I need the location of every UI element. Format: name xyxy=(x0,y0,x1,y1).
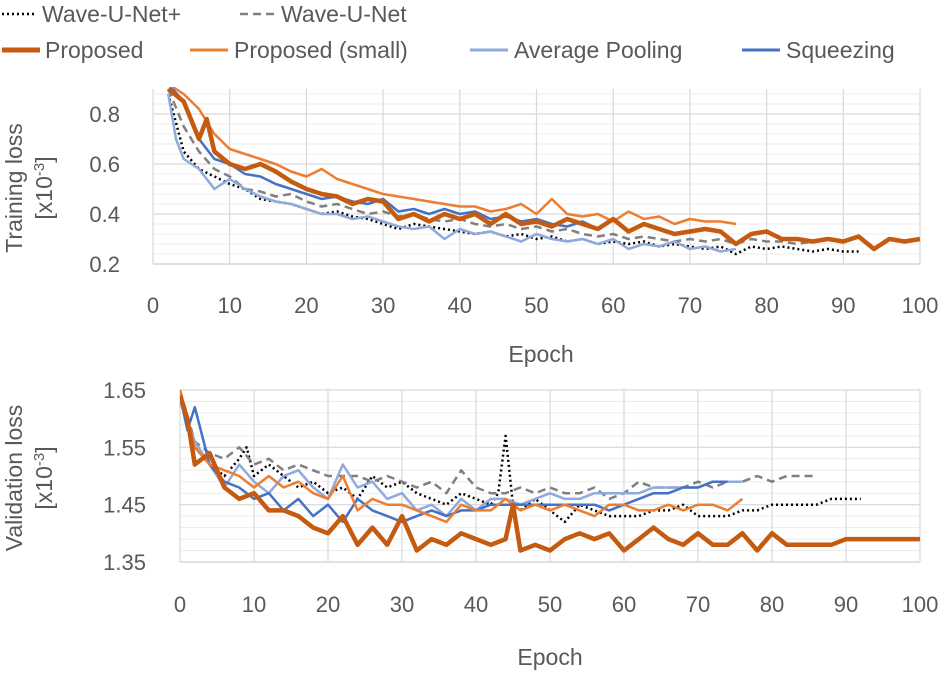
y-tick-label: 0.4 xyxy=(89,202,120,227)
series-line-squeezing xyxy=(169,87,599,231)
x-tick-label: 10 xyxy=(217,293,241,318)
x-tick-label: 90 xyxy=(834,592,858,617)
series-line-proposed xyxy=(166,87,921,252)
training-xlabel: Epoch xyxy=(508,341,573,367)
legend-label-wave-u-net: Wave-U-Net xyxy=(281,1,407,27)
x-tick-label: 80 xyxy=(754,293,778,318)
series-line-wave-u-net xyxy=(167,88,813,246)
legend-label-squeezing: Squeezing xyxy=(786,37,895,63)
validation-yunit: [x10-3] xyxy=(31,446,57,509)
y-tick-label: 1.45 xyxy=(103,493,146,518)
x-tick-label: 60 xyxy=(601,293,625,318)
series-line-proposed-small xyxy=(170,87,737,226)
x-tick-label: 30 xyxy=(371,293,395,318)
x-tick-label: 20 xyxy=(316,592,340,617)
y-tick-label: 1.65 xyxy=(103,378,146,403)
legend-label-average-pooling: Average Pooling xyxy=(514,37,682,63)
x-tick-label: 70 xyxy=(686,592,710,617)
series-line-wave-u-net xyxy=(180,389,817,501)
series-line-average-pooling xyxy=(167,93,737,253)
x-tick-label: 50 xyxy=(524,293,548,318)
x-tick-label: 20 xyxy=(294,293,318,318)
series-line-wave-u-net xyxy=(167,93,859,256)
x-tick-label: 50 xyxy=(538,592,562,617)
y-tick-label: 1.35 xyxy=(103,550,146,575)
x-tick-label: 0 xyxy=(147,293,159,318)
training-loss-chart: 0.2 0.4 0.6 0.8 0 10 20 30 40 50 60 70 80 90 100 xyxy=(89,87,939,318)
validation-loss-chart: 1.35 1.45 1.55 1.65 0 10 20 30 40 50 60 70 80 90 100 xyxy=(103,378,938,617)
y-tick-label: 0.2 xyxy=(89,252,120,277)
series-line-average-pooling xyxy=(180,401,743,518)
series-line-proposed-small xyxy=(180,389,744,524)
legend-label-wave-u-net-plus: Wave-U-Net+ xyxy=(42,1,181,27)
training-yunit: [x10-3] xyxy=(31,156,57,219)
y-tick-label: 0.8 xyxy=(89,102,120,127)
x-tick-label: 10 xyxy=(242,592,266,617)
x-tick-label: 80 xyxy=(760,592,784,617)
series-line-proposed xyxy=(180,395,920,553)
x-tick-label: 0 xyxy=(174,592,186,617)
validation-ylabel: Validation loss xyxy=(1,405,27,552)
x-tick-label: 70 xyxy=(678,293,702,318)
x-tick-label: 60 xyxy=(612,592,636,617)
validation-xlabel: Epoch xyxy=(517,644,582,670)
x-tick-label: 40 xyxy=(464,592,488,617)
x-tick-label: 90 xyxy=(831,293,855,318)
x-tick-label: 100 xyxy=(902,592,939,617)
y-tick-label: 0.6 xyxy=(89,152,120,177)
series-line-wave-u-net xyxy=(180,395,861,524)
training-ylabel: Training loss xyxy=(1,123,27,253)
y-tick-label: 1.55 xyxy=(103,435,146,460)
x-tick-label: 40 xyxy=(448,293,472,318)
x-tick-label: 100 xyxy=(902,293,939,318)
legend-label-proposed-small: Proposed (small) xyxy=(234,37,408,63)
x-tick-label: 30 xyxy=(390,592,414,617)
legend: Wave-U-Net+ Wave-U-Net Proposed Proposed… xyxy=(2,1,895,63)
legend-label-proposed: Proposed xyxy=(45,37,143,63)
